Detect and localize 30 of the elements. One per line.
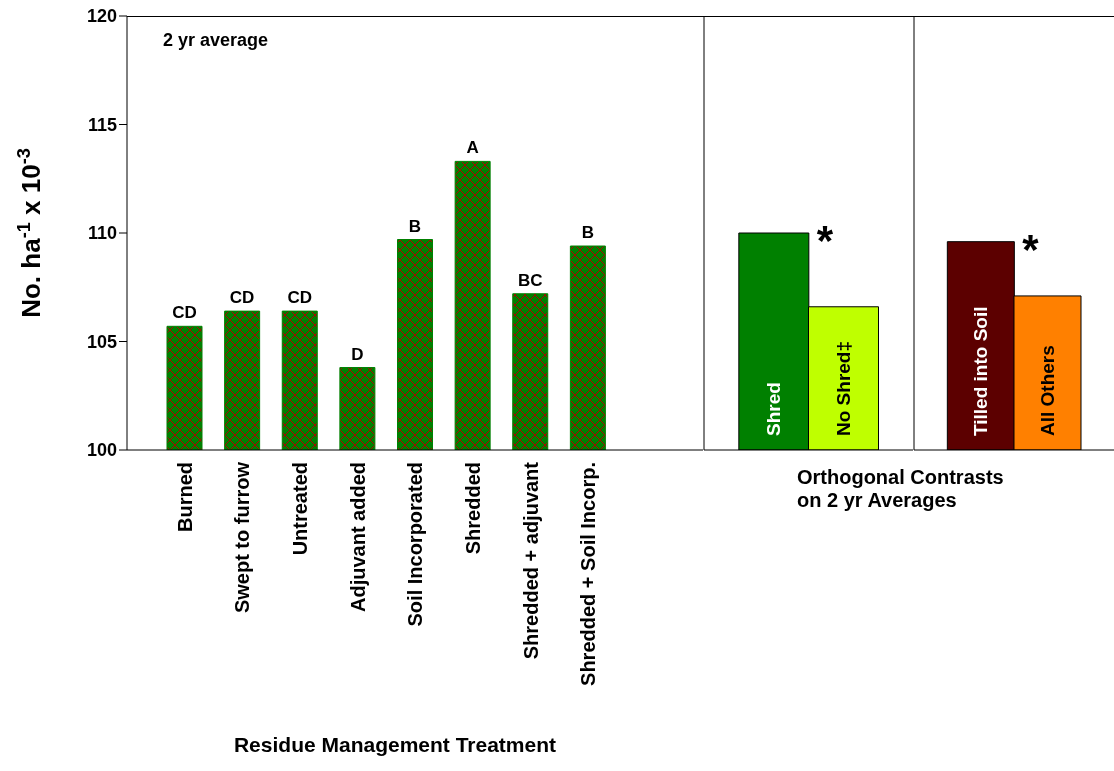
data-label: A xyxy=(466,138,479,158)
x-tick-label: Shredded + adjuvant xyxy=(519,461,542,660)
data-label: CD xyxy=(287,288,313,308)
y-tick-label: 115 xyxy=(87,114,117,135)
data-label: BC xyxy=(517,270,543,290)
data-label: B xyxy=(408,216,422,236)
x-tick-label: Untreated xyxy=(289,462,312,556)
y-tick-label: 100 xyxy=(86,440,117,461)
x-tick-label: Swept to furrow xyxy=(231,461,254,614)
x-tick-label: Shredded + Soil Incorp. xyxy=(577,462,600,686)
data-label: D xyxy=(351,344,364,364)
y-tick-label: 120 xyxy=(86,6,117,27)
x-tick-label: Shredded xyxy=(461,462,484,555)
x-tick-label: Soil Incorporated xyxy=(404,462,427,627)
data-label: CD xyxy=(229,288,255,308)
x-axis-title: Orthogonal Contrasts on 2 yr Averages xyxy=(797,466,1005,512)
annotation: * xyxy=(1022,225,1040,273)
annotation: * xyxy=(816,217,834,264)
x-tick-label: Burned xyxy=(173,462,196,532)
data-label: CD xyxy=(172,303,197,323)
annotation: 2 yr average xyxy=(163,30,269,51)
x-axis-title: Residue Management Treatment xyxy=(232,733,558,757)
data-label: B xyxy=(581,223,595,243)
x-tick-label: All Others xyxy=(1036,345,1058,436)
x-tick-label: Tilled into Soil xyxy=(970,306,992,436)
y-tick-label: 105 xyxy=(86,331,117,352)
x-tick-label: No Shred‡ xyxy=(832,340,854,436)
y-tick-label: 110 xyxy=(87,223,117,244)
x-tick-label: Adjuvant added xyxy=(346,462,369,613)
x-tick-label: Shred xyxy=(763,382,785,436)
